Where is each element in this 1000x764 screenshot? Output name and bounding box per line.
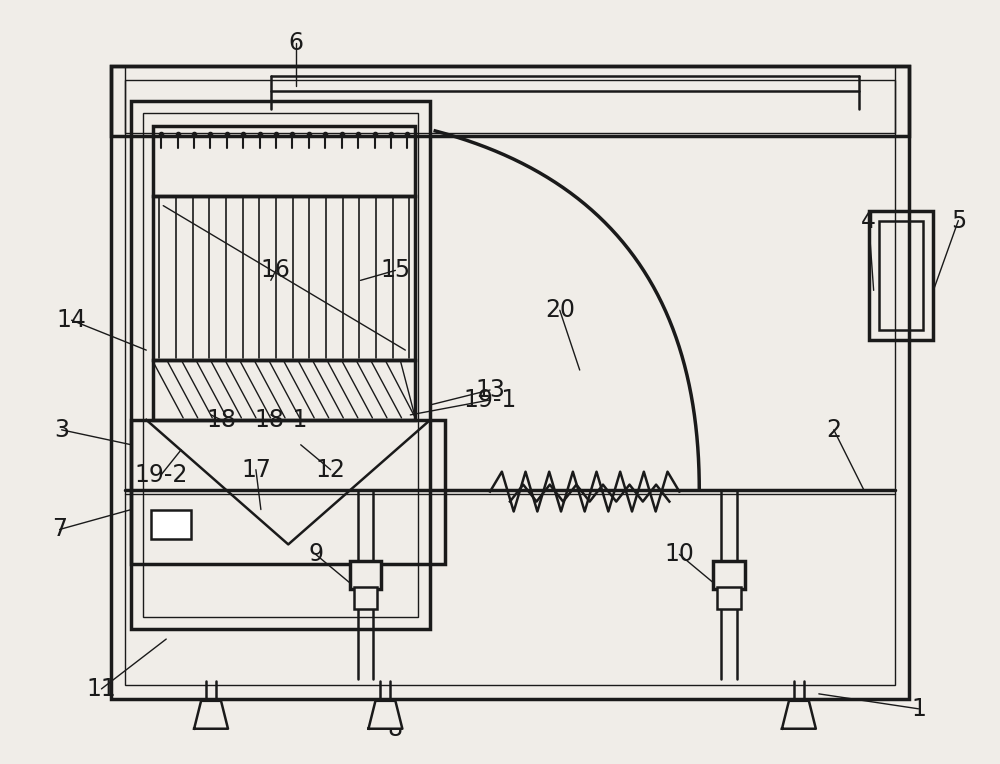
Text: 8: 8: [388, 717, 403, 741]
Bar: [125, 66, 895, 133]
Text: 4: 4: [861, 209, 876, 232]
Text: 12: 12: [316, 458, 346, 481]
Text: 10: 10: [664, 542, 694, 566]
Bar: [717, 588, 741, 609]
Text: 7: 7: [52, 517, 67, 542]
Text: 5: 5: [951, 209, 966, 232]
Text: 1: 1: [911, 697, 926, 720]
Text: 17: 17: [241, 458, 271, 481]
Polygon shape: [194, 701, 228, 729]
Text: 18: 18: [206, 408, 236, 432]
Bar: [125, 80, 895, 685]
Text: 16: 16: [261, 258, 291, 283]
Text: 2: 2: [826, 418, 841, 442]
Bar: [131, 101, 430, 629]
Bar: [713, 562, 745, 589]
Bar: [151, 510, 191, 539]
Text: 15: 15: [380, 258, 410, 283]
Text: 9: 9: [308, 542, 323, 566]
Polygon shape: [368, 701, 402, 729]
Text: 13: 13: [475, 378, 505, 402]
Text: 20: 20: [545, 298, 575, 322]
Bar: [131, 420, 445, 565]
Bar: [869, 211, 933, 340]
Bar: [153, 360, 415, 420]
Text: 6: 6: [288, 31, 303, 55]
Bar: [879, 221, 923, 330]
Text: 14: 14: [57, 308, 87, 332]
Text: 19-1: 19-1: [463, 388, 517, 412]
Polygon shape: [782, 701, 816, 729]
Text: 18-1: 18-1: [254, 408, 307, 432]
Bar: [153, 126, 415, 196]
Bar: [354, 588, 377, 609]
Bar: [143, 113, 418, 617]
Bar: [153, 196, 415, 360]
Text: 3: 3: [54, 418, 69, 442]
Bar: [111, 66, 909, 699]
Bar: [111, 66, 909, 136]
Text: 11: 11: [87, 677, 116, 701]
Text: 19-2: 19-2: [135, 463, 188, 487]
Bar: [350, 562, 381, 589]
